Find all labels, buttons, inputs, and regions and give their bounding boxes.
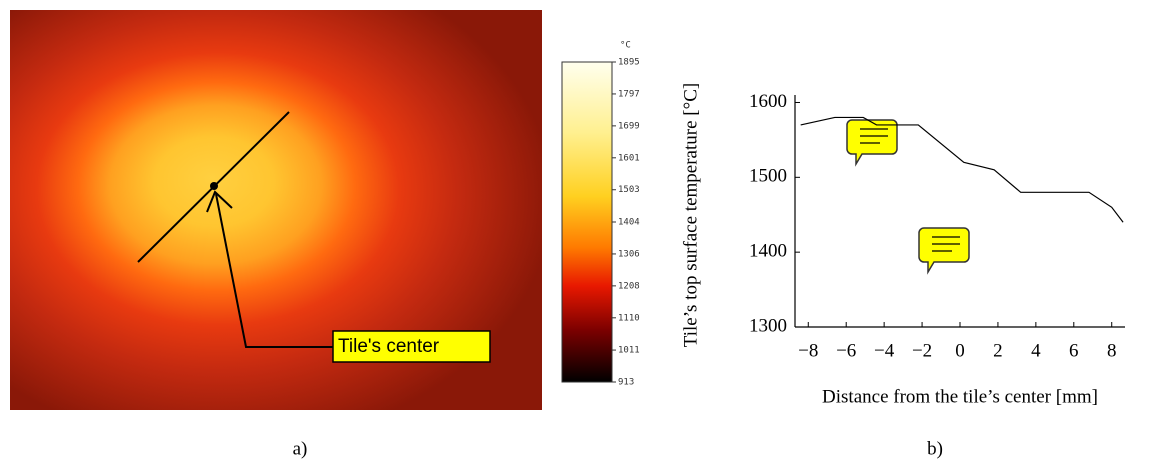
x-tick-label: −6 [836,340,856,361]
colorbar-unit: °C [620,41,631,51]
colorbar-tick-label: 1011 [618,346,640,356]
x-tick-label: 0 [955,340,965,361]
x-tick-label: −4 [874,340,895,361]
colorbar-tick-label: 1208 [618,281,640,291]
colorbar-tick-label: 913 [618,378,634,388]
caption: a) [293,438,308,459]
colorbar-tick-label: 1306 [618,249,640,259]
x-tick-label: 6 [1069,340,1079,361]
colorbar [562,62,612,382]
comment-icon [847,120,969,272]
x-tick-label: 2 [993,340,1003,361]
y-tick-label: 1600 [749,91,787,112]
x-tick-label: 4 [1031,340,1041,361]
x-tick-label: −8 [798,340,818,361]
figure: Tile's center °C a) b) Distance from the… [0,0,1172,468]
colorbar-tick-label: 1601 [618,153,640,163]
y-tick-label: 1500 [749,166,787,187]
y-tick-label: 1300 [749,315,787,336]
x-tick-label: 8 [1107,340,1117,361]
x-tick-label: −2 [912,340,932,361]
y-tick-label: 1400 [749,241,787,262]
x-axis-label: Distance from the tile’s center [mm] [822,386,1098,407]
colorbar-tick-label: 1503 [618,185,640,195]
caption: b) [927,438,943,459]
annotation: Tile's center [338,336,440,357]
y-axis-label: Tile’s top surface temperature [°C] [680,83,701,347]
colorbar-tick-label: 1110 [618,313,640,323]
colorbar-tick-label: 1895 [618,58,640,68]
colorbar-tick-label: 1404 [618,218,640,228]
thermal-image [10,10,542,410]
colorbar-tick-label: 1797 [618,89,640,99]
colorbar-tick-label: 1699 [618,121,640,131]
